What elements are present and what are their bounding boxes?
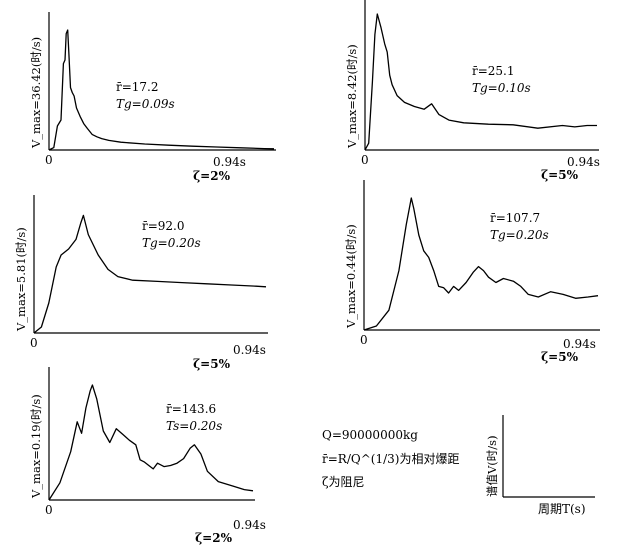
origin-label: 0: [361, 153, 369, 167]
spectrum-curve: [48, 29, 275, 151]
x-end-label: 0.94s: [233, 518, 266, 532]
spectrum-curve: [363, 197, 599, 331]
r-annotation: r̄=143.6: [166, 402, 216, 416]
legend-block: Q=90000000kg r̄=R/Q^(1/3)为相对爆距 ζ为阻尼 谱值V(…: [322, 415, 595, 516]
legend-zeta-text: ζ为阻尼: [322, 475, 365, 489]
zeta-label: ζ=5%: [193, 357, 231, 371]
x-end-label: 0.94s: [213, 155, 246, 169]
t-annotation: Tg=0.10s: [472, 81, 531, 95]
x-end-label: 0.94s: [563, 337, 596, 351]
origin-label: 0: [360, 333, 368, 347]
origin-label: 0: [30, 336, 38, 350]
t-annotation: Tg=0.20s: [142, 236, 201, 250]
legend-x-label: 周期T(s): [538, 502, 586, 516]
r-annotation: r̄=92.0: [142, 219, 185, 233]
origin-label: 0: [45, 153, 53, 167]
t-annotation: Tg=0.20s: [490, 228, 549, 242]
legend-r-text: r̄=R/Q^(1/3)为相对爆距: [322, 452, 459, 466]
origin-label: 0: [45, 503, 53, 517]
legend-q-text: Q=90000000kg: [322, 428, 418, 442]
spectrum-curve: [33, 214, 267, 334]
y-axis-label: V_max=0.44(时/s): [344, 224, 358, 329]
zeta-label: ζ=2%: [193, 169, 231, 183]
y-axis-label: V_max=8.42(时/s): [345, 44, 359, 149]
t-annotation: Tg=0.09s: [116, 97, 175, 111]
r-annotation: r̄=25.1: [472, 64, 515, 78]
r-annotation: r̄=17.2: [116, 80, 159, 94]
y-axis-label: V_max=36.42(时/s): [29, 37, 43, 149]
r-annotation: r̄=107.7: [490, 211, 540, 225]
spectrum-curve: [48, 384, 254, 501]
zeta-label: ζ=5%: [541, 350, 579, 364]
legend-y-label: 谱值V(时/s): [485, 435, 499, 497]
zeta-label: ζ=2%: [195, 531, 233, 545]
t-annotation: Ts=0.20s: [166, 419, 222, 433]
y-axis-label: V_max=0.19(时/s): [29, 394, 43, 499]
spectrum-curve: [364, 13, 597, 151]
y-axis-label: V_max=5.81(时/s): [14, 227, 28, 332]
x-end-label: 0.94s: [233, 343, 266, 357]
zeta-label: ζ=5%: [541, 168, 579, 182]
x-end-label: 0.94s: [567, 155, 600, 169]
